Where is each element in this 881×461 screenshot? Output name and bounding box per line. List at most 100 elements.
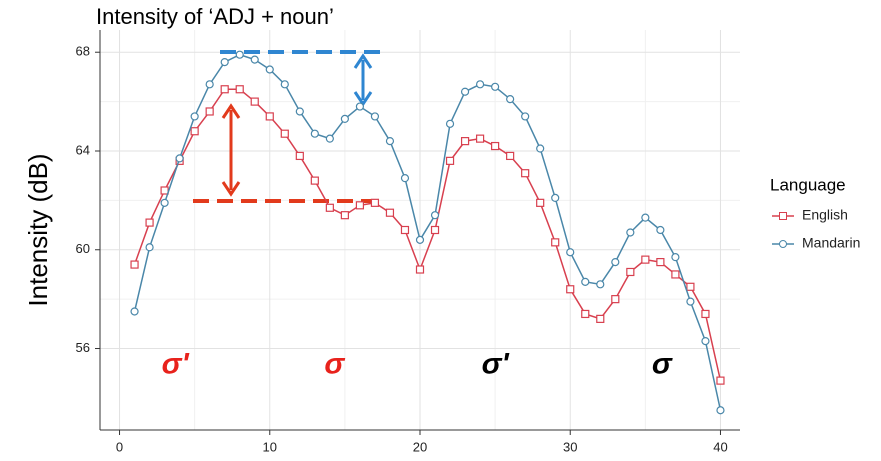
point: [581, 309, 590, 319]
point: [190, 112, 199, 121]
point: [310, 176, 319, 185]
point: [235, 50, 244, 59]
point: [596, 280, 605, 289]
point: [355, 201, 365, 210]
point: [641, 255, 650, 264]
point: [445, 156, 455, 165]
point: [205, 80, 214, 89]
point: [160, 198, 169, 207]
point: [175, 154, 184, 163]
annotation: σ: [652, 348, 673, 381]
point: [581, 277, 590, 286]
point: [340, 114, 349, 123]
point: [506, 95, 515, 104]
point: [385, 137, 395, 146]
legend-label: Mandarin: [802, 235, 860, 251]
point: [220, 57, 229, 67]
point: [716, 376, 725, 385]
arrow-heads: [221, 103, 241, 197]
point: [205, 107, 214, 116]
point: [536, 144, 545, 153]
point: [506, 151, 515, 161]
annotation: σ': [482, 348, 510, 381]
legend-title: Language: [770, 175, 846, 194]
point: [491, 82, 500, 91]
point: [460, 137, 470, 146]
point: [656, 225, 665, 235]
point: [295, 151, 304, 161]
point: [430, 211, 440, 220]
point: [145, 218, 154, 227]
point: [385, 208, 395, 217]
point: [235, 85, 244, 94]
point: [611, 295, 620, 304]
point: [551, 238, 560, 247]
point: [265, 65, 274, 74]
point: [536, 198, 545, 207]
point: [370, 198, 380, 207]
series-line: [133, 88, 722, 381]
point: [250, 55, 259, 64]
y-tick-label: 56: [76, 340, 90, 355]
point: [190, 127, 199, 136]
point: [400, 225, 410, 235]
point: [566, 285, 575, 294]
point: [566, 248, 575, 257]
annotation: σ': [162, 348, 190, 381]
point: [145, 243, 154, 252]
point: [475, 80, 485, 89]
point: [686, 282, 695, 291]
series-line: [133, 53, 722, 411]
x-tick-label: 40: [713, 439, 727, 454]
point: [415, 265, 425, 274]
x-tick-label: 20: [413, 439, 427, 454]
point: [626, 267, 635, 277]
point: [521, 112, 530, 121]
point: [340, 211, 349, 220]
point: [551, 193, 560, 203]
point: [701, 337, 710, 346]
y-tick-label: 64: [76, 142, 90, 157]
point: [130, 260, 139, 269]
point: [160, 186, 169, 195]
point: [250, 97, 259, 106]
point: [611, 257, 620, 267]
point: [686, 297, 695, 306]
point: [716, 406, 725, 415]
point: [265, 112, 274, 121]
point: [310, 129, 319, 138]
point: [280, 80, 289, 89]
point: [656, 257, 665, 267]
point: [671, 253, 680, 262]
y-tick-label: 68: [76, 44, 90, 59]
emphasis-guides: [193, 50, 384, 203]
x-tick-label: 10: [263, 439, 277, 454]
legend-label: English: [802, 207, 848, 223]
annotation: σ: [324, 348, 345, 381]
point: [325, 203, 334, 212]
point: [130, 307, 139, 316]
point: [475, 134, 485, 143]
point: [430, 225, 440, 235]
point: [355, 102, 365, 111]
chart-title: Intensity of ‘ADJ + noun’: [96, 4, 334, 29]
point: [280, 129, 289, 138]
plot-area: [100, 30, 740, 430]
point: [701, 309, 710, 319]
x-tick-label: 30: [563, 439, 577, 454]
point: [626, 228, 635, 237]
point: [220, 85, 229, 94]
x-tick-label: 0: [116, 439, 123, 454]
point: [295, 107, 304, 116]
point: [445, 119, 455, 128]
point: [641, 213, 650, 222]
point: [460, 87, 470, 96]
point: [521, 169, 530, 178]
legend-marker: [779, 240, 787, 248]
point: [596, 314, 605, 323]
point: [400, 174, 410, 183]
point: [370, 112, 380, 121]
y-axis-label: Intensity (dB): [23, 153, 53, 306]
point: [491, 141, 500, 151]
